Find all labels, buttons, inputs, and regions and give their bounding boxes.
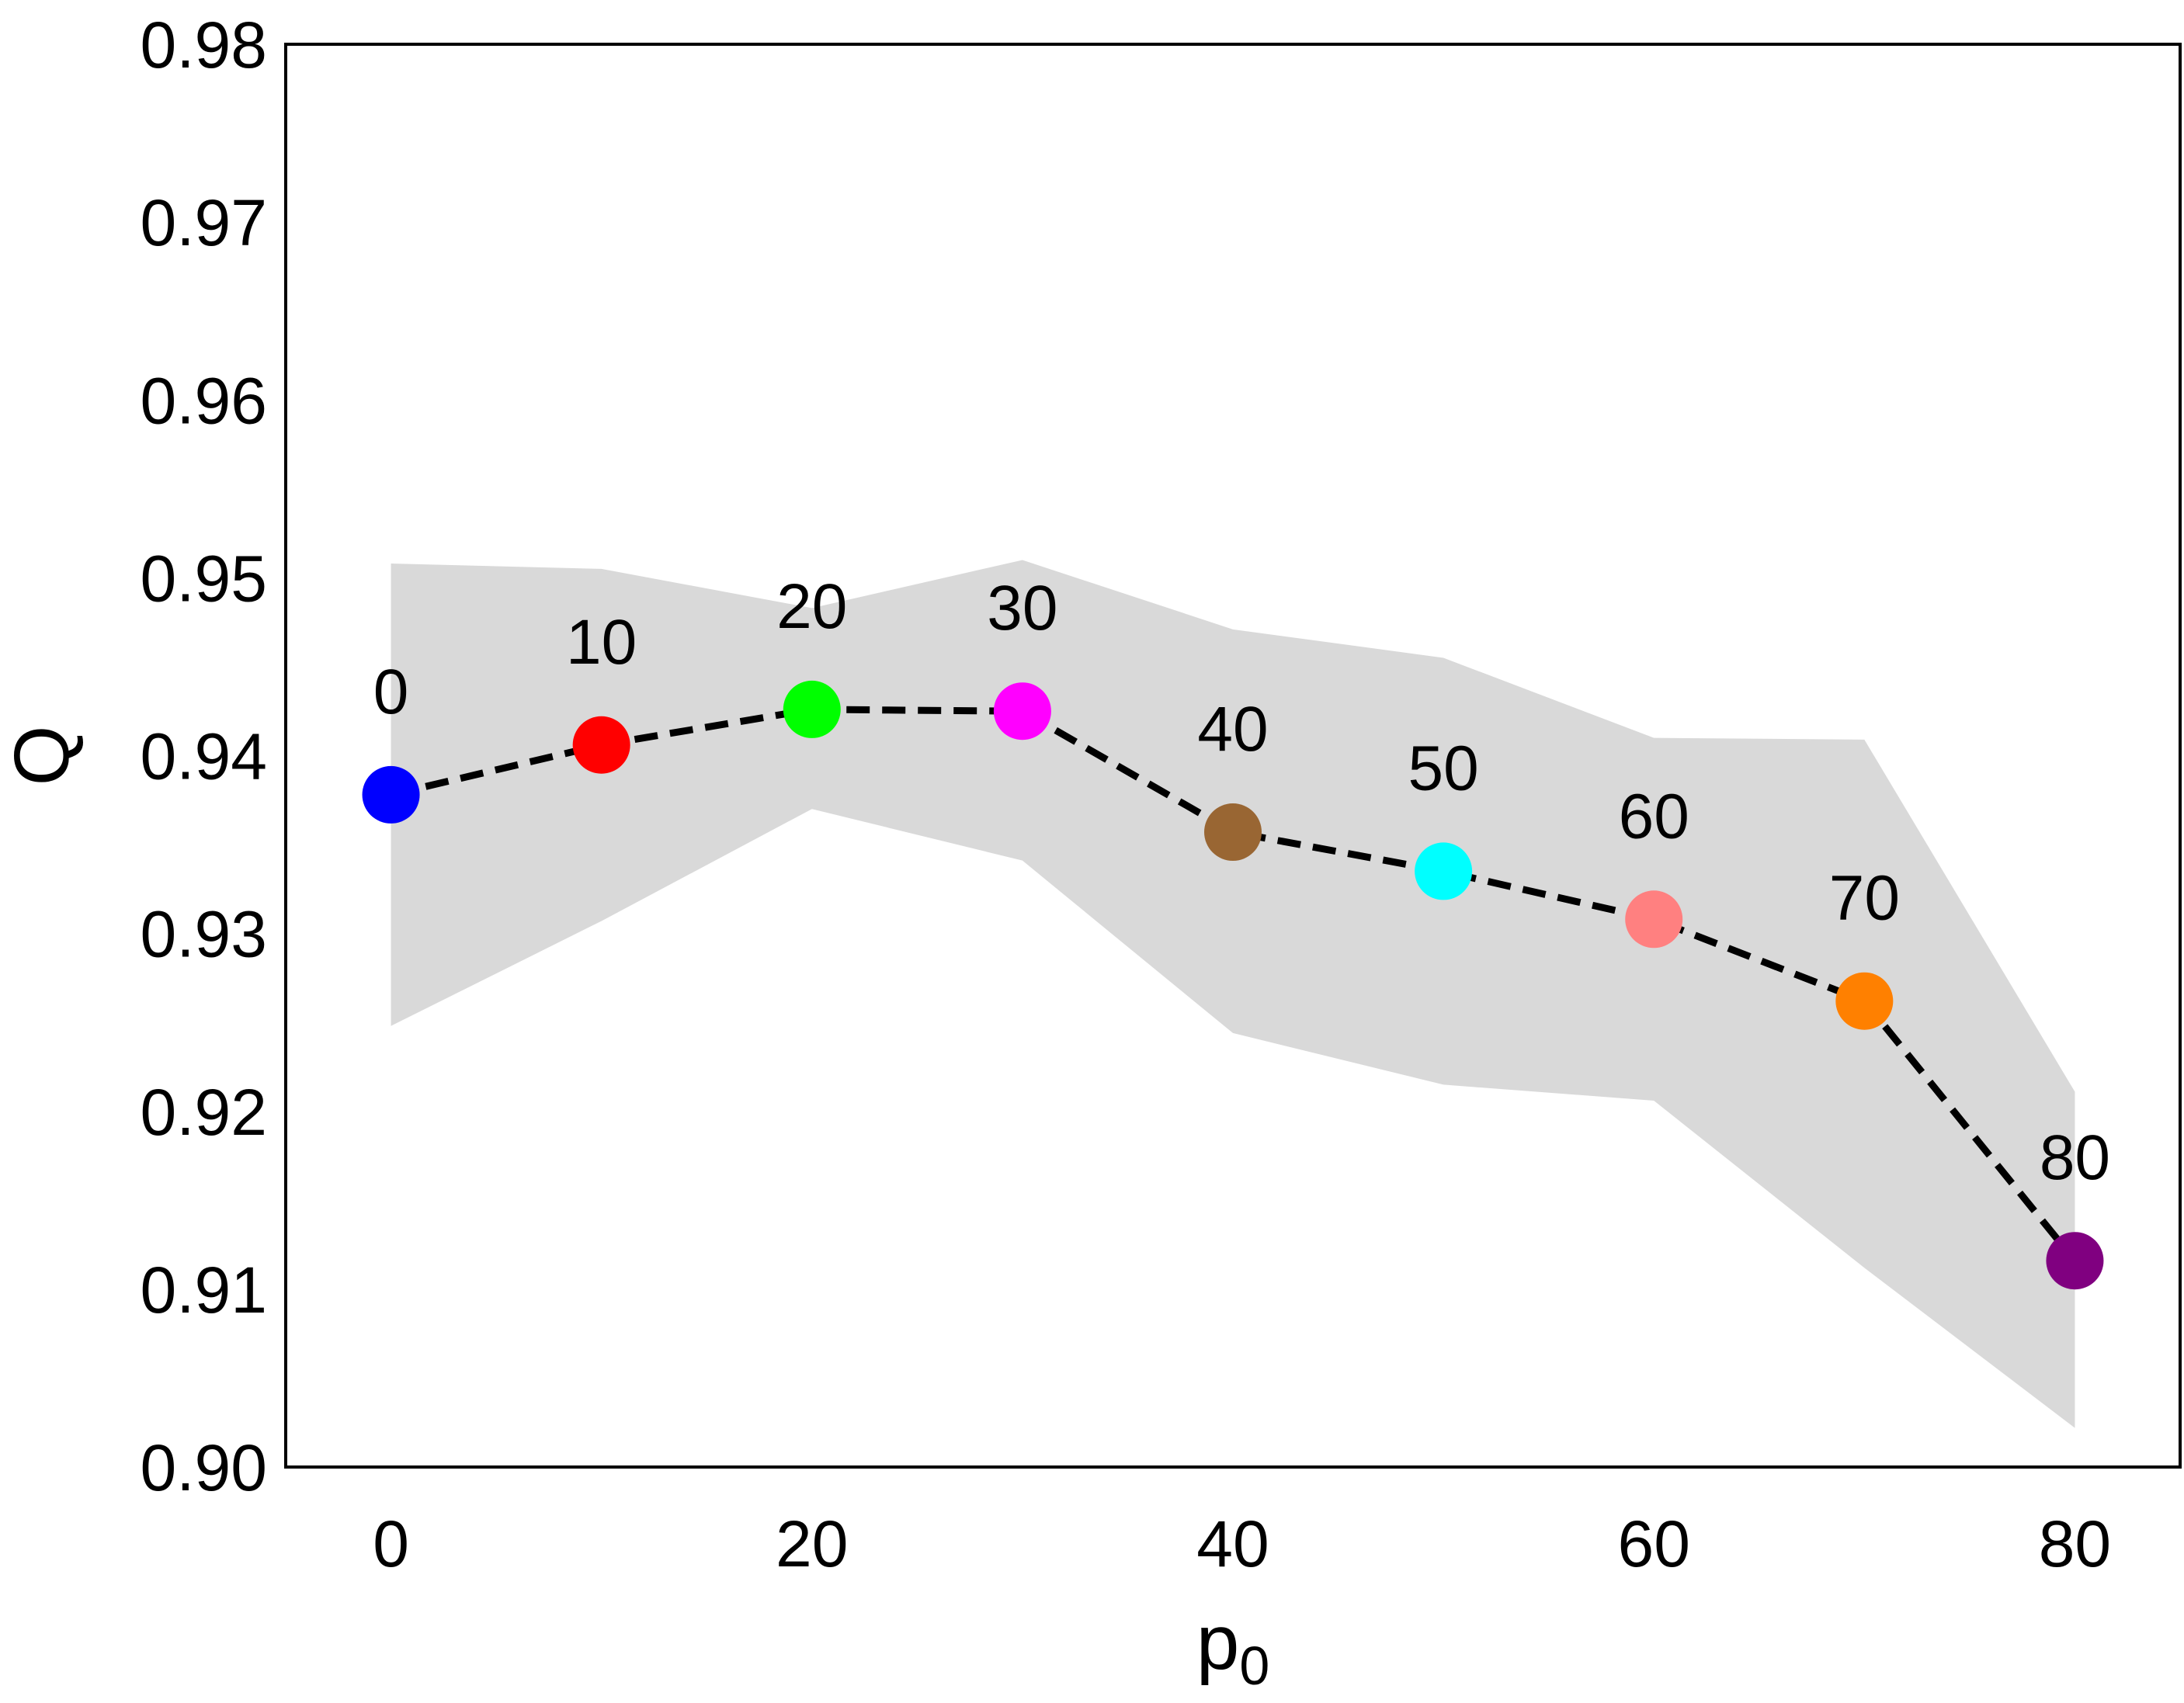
- data-point: [362, 765, 420, 824]
- point-label: 30: [987, 573, 1057, 643]
- point-label: 60: [1619, 781, 1689, 852]
- y-axis-ticks: 0.90 0.91 0.92 0.93 0.94 0.95 0.96 0.97 0.98: [141, 9, 268, 1504]
- x-axis-label-main: p: [1196, 1599, 1240, 1686]
- data-point: [2046, 1232, 2104, 1290]
- y-tick-label: 0.90: [141, 1431, 268, 1504]
- point-label: 20: [776, 571, 847, 642]
- series-line: [390, 706, 2078, 1264]
- data-point: [783, 680, 841, 738]
- confidence-band-layer: [391, 560, 2075, 1428]
- point-label: 0: [373, 657, 409, 727]
- x-tick-label: 40: [1196, 1507, 1269, 1580]
- data-point: [1204, 803, 1262, 862]
- data-point: [1625, 890, 1683, 949]
- point-label: 70: [1829, 863, 1900, 934]
- point-label: 40: [1197, 694, 1268, 765]
- plot-frame: [284, 43, 2182, 1469]
- data-points-layer: [362, 680, 2104, 1290]
- x-tick-label: 80: [2039, 1507, 2111, 1580]
- point-label: 50: [1408, 733, 1479, 803]
- y-tick-label: 0.96: [141, 364, 268, 437]
- x-axis-label-subscript: 0: [1239, 1635, 1269, 1696]
- data-point: [1835, 972, 1894, 1030]
- x-tick-label: 0: [373, 1507, 409, 1580]
- y-tick-label: 0.93: [141, 898, 268, 971]
- y-tick-label: 0.97: [141, 186, 268, 259]
- confidence-band: [391, 560, 2075, 1428]
- x-tick-label: 20: [776, 1507, 848, 1580]
- y-tick-label: 0.92: [141, 1076, 268, 1149]
- series-line-layer: [390, 706, 2078, 1264]
- x-tick-label: 60: [1618, 1507, 1690, 1580]
- x-axis-ticks: 0 20 40 60 80: [373, 1507, 2111, 1580]
- y-tick-label: 0.94: [141, 720, 268, 793]
- y-axis-label: Q: [0, 726, 85, 786]
- point-label: 10: [566, 607, 637, 678]
- data-point: [1415, 842, 1473, 900]
- y-tick-label: 0.95: [141, 542, 268, 615]
- y-tick-label: 0.91: [141, 1254, 268, 1327]
- data-point: [993, 682, 1051, 741]
- point-label: 80: [2040, 1122, 2110, 1193]
- x-axis-label: p0: [1196, 1599, 1270, 1696]
- y-tick-label: 0.98: [141, 9, 268, 82]
- point-labels-layer: 0 10 20 30 40 50 60 70 80: [373, 571, 2110, 1193]
- data-point: [572, 716, 630, 774]
